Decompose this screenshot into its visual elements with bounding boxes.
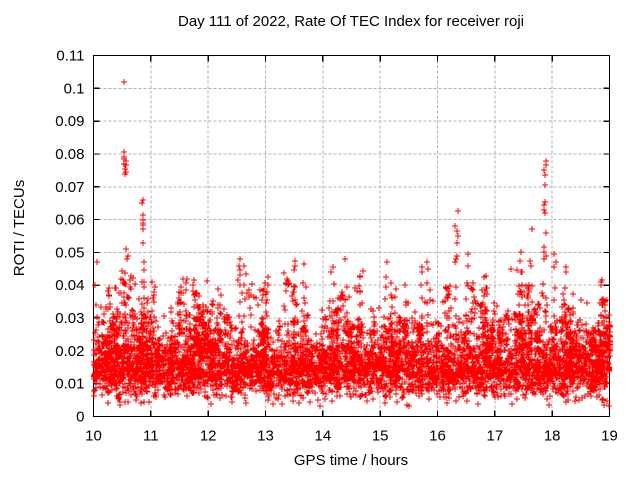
data-points [91, 79, 613, 409]
y-tick-label: 0.1 [64, 80, 85, 97]
x-tick-label: 18 [544, 428, 561, 445]
x-tick-label: 14 [314, 428, 331, 445]
y-tick-label: 0.01 [55, 376, 84, 393]
y-tick-label: 0.09 [55, 113, 84, 130]
x-axis-label: GPS time / hours [293, 452, 409, 469]
y-tick-label: 0.08 [55, 146, 84, 163]
y-tick-label: 0.06 [55, 212, 84, 229]
y-tick-label: 0.02 [55, 343, 84, 360]
x-tick-label: 16 [429, 428, 446, 445]
x-tick-label: 13 [257, 428, 274, 445]
y-tick-label: 0.03 [55, 310, 84, 327]
x-tick-label: 17 [486, 428, 503, 445]
y-tick-label: 0.11 [56, 48, 84, 65]
chart-title: Day 111 of 2022, Rate Of TEC Index for r… [178, 13, 524, 30]
y-tick-label: 0.05 [55, 244, 84, 261]
x-tick-label: 15 [372, 428, 389, 445]
y-tick-label: 0.04 [55, 277, 84, 294]
x-tick-label: 12 [200, 428, 217, 445]
y-tick-label: 0 [76, 409, 84, 426]
x-tick-label: 19 [601, 428, 618, 445]
y-tick-label: 0.07 [55, 179, 84, 196]
x-tick-label: 11 [143, 428, 159, 445]
plot-frame [92, 54, 611, 418]
x-tick-label: 10 [85, 428, 102, 445]
